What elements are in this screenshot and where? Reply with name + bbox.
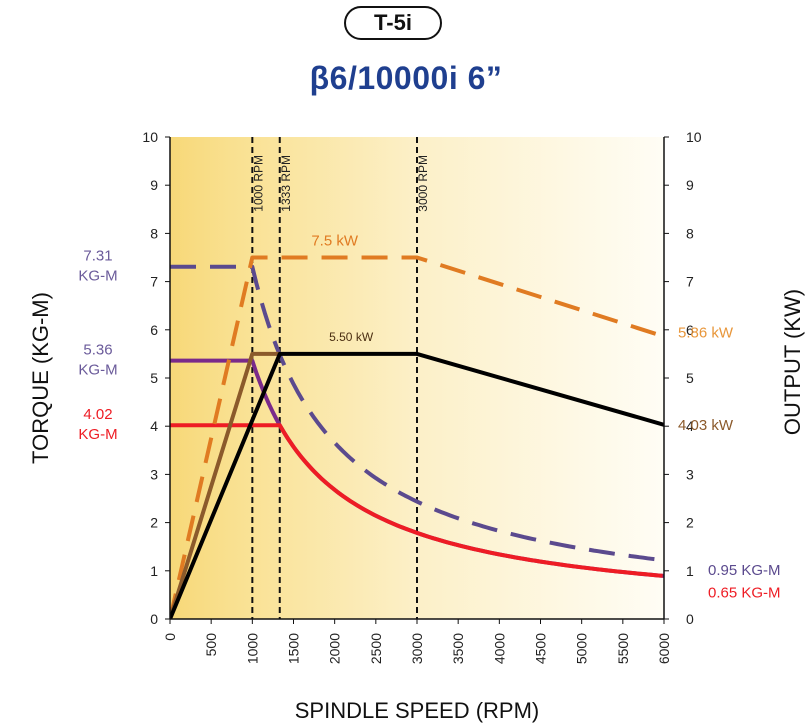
- y-tick-label: 7: [150, 274, 158, 290]
- x-tick-label: 6000: [656, 633, 672, 664]
- left-unit-label: KG-M: [78, 362, 117, 379]
- y-axis-label-left: TORQUE (KG-M): [28, 292, 53, 464]
- y2-tick-label: 5: [686, 370, 694, 386]
- x-tick-label: 3500: [450, 633, 466, 664]
- y2-tick-label: 0: [686, 611, 694, 627]
- x-tick-label: 5000: [574, 633, 590, 664]
- x-tick-label: 1500: [286, 633, 302, 664]
- y2-tick-label: 9: [686, 177, 694, 193]
- x-tick-label: 2000: [327, 633, 343, 664]
- y2-tick-label: 1: [686, 563, 694, 579]
- x-tick-label: 3000: [409, 633, 425, 664]
- y-tick-label: 0: [150, 611, 158, 627]
- right-value-label: 0.95 KG-M: [708, 562, 781, 579]
- series-torque_402: [170, 423, 663, 578]
- annotation-5-50kw: 5.50 kW: [329, 330, 374, 344]
- y-tick-label: 5: [150, 370, 158, 386]
- y2-tick-label: 8: [686, 225, 694, 241]
- y-tick-label: 8: [150, 225, 158, 241]
- annotation-7-5kw: 7.5 kW: [311, 233, 359, 250]
- x-tick-label: 0: [162, 633, 178, 641]
- model-badge: T-5i: [344, 6, 442, 40]
- right-value-label: 4.03 kW: [678, 417, 734, 434]
- y-tick-label: 4: [150, 418, 158, 434]
- x-tick-label: 2500: [368, 633, 384, 664]
- y2-tick-label: 10: [686, 129, 702, 145]
- series-output_55_brown: [170, 351, 280, 619]
- series-output_55: [170, 351, 664, 619]
- left-value-label: 7.31: [83, 248, 112, 265]
- y-tick-label: 3: [150, 466, 158, 482]
- x-tick-label: 4000: [491, 633, 507, 664]
- y-tick-label: 6: [150, 322, 158, 338]
- left-unit-label: KG-M: [78, 426, 117, 443]
- left-value-label: 4.02: [83, 406, 112, 423]
- y2-tick-label: 7: [686, 274, 694, 290]
- y-tick-label: 10: [142, 129, 158, 145]
- y2-tick-label: 3: [686, 466, 694, 482]
- x-tick-label: 500: [203, 633, 219, 657]
- x-tick-label: 5500: [615, 633, 631, 664]
- y2-tick-label: 6: [686, 322, 694, 338]
- y-axis-label-right: OUTPUT (KW): [780, 289, 805, 435]
- x-tick-label: 1000: [244, 633, 260, 664]
- rpm-reference-label: 3000 RPM: [416, 155, 430, 212]
- right-value-label: 5.86 kW: [678, 325, 734, 342]
- x-axis-label: SPINDLE SPEED (RPM): [295, 698, 540, 723]
- y-tick-label: 1: [150, 563, 158, 579]
- y-tick-label: 2: [150, 515, 158, 531]
- rpm-reference-label: 1333 RPM: [279, 155, 293, 212]
- series-output_75: [170, 255, 664, 619]
- left-unit-label: KG-M: [78, 268, 117, 285]
- y2-tick-label: 4: [686, 418, 694, 434]
- y2-tick-label: 2: [686, 515, 694, 531]
- left-value-label: 5.36: [83, 342, 112, 359]
- rpm-reference-label: 1000 RPM: [251, 155, 265, 212]
- x-tick-label: 4500: [533, 633, 549, 664]
- y-tick-label: 9: [150, 177, 158, 193]
- right-value-label: 0.65 KG-M: [708, 585, 781, 602]
- series-torque_731: [170, 264, 664, 563]
- chart-title: β6/10000i 6”: [309, 60, 503, 96]
